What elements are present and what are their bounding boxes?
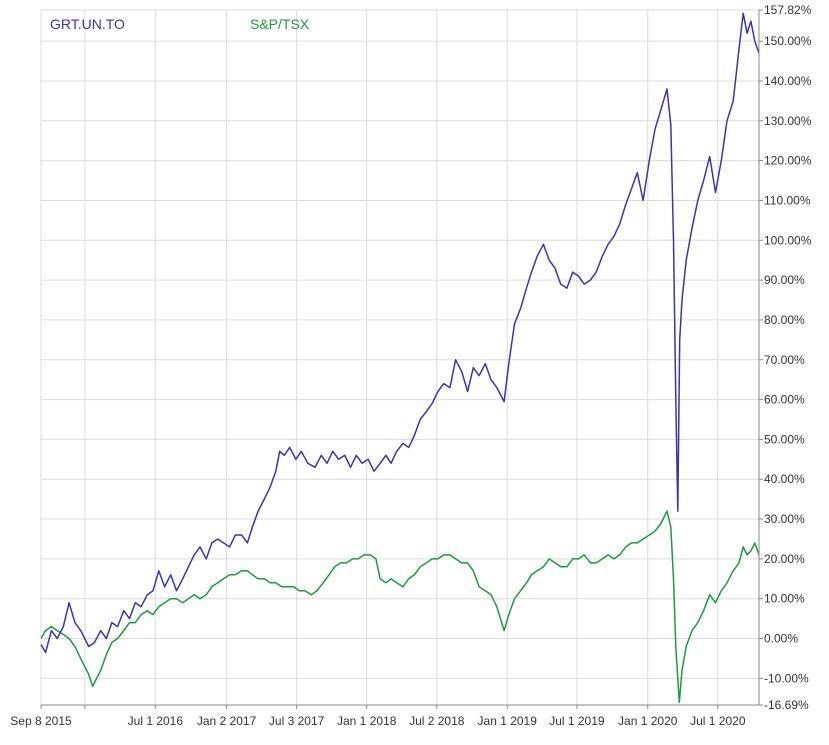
- x-tick-label: Jul 1 2016: [128, 714, 184, 728]
- y-tick-label: -10.00%: [764, 671, 809, 685]
- y-tick-label: 50.00%: [764, 432, 805, 446]
- x-tick-labels: Sep 8 2015 Jul 1 2016 Jan 2 2017 Jul 3 2017…: [10, 714, 746, 728]
- x-tick-label: Sep 8 2015: [10, 714, 72, 728]
- x-tick-label: Jan 2 2017: [197, 714, 257, 728]
- y-tick-label: 60.00%: [764, 393, 805, 407]
- y-tick-label: -16.69%: [764, 698, 809, 712]
- y-tick-label: 30.00%: [764, 512, 805, 526]
- grid-lines: [40, 9, 759, 706]
- x-tick-label: Jan 1 2018: [337, 714, 397, 728]
- y-tick-label: 100.00%: [764, 233, 812, 247]
- x-tick-label: Jan 1 2020: [618, 714, 678, 728]
- series-lines: [40, 12, 760, 704]
- y-tick-label: 0.00%: [764, 632, 798, 646]
- x-tick-label: Jul 1 2020: [690, 714, 746, 728]
- y-tick-label: 40.00%: [764, 472, 805, 486]
- y-tick-label: 120.00%: [764, 154, 812, 168]
- x-tick-label: Jul 1 2019: [549, 714, 605, 728]
- y-tick-label: 20.00%: [764, 552, 805, 566]
- legend-entry-sptsx: S&P/TSX: [250, 16, 310, 32]
- y-tick-label: 130.00%: [764, 114, 812, 128]
- series-line-grt: [40, 12, 760, 654]
- y-tick-label: 150.00%: [764, 34, 812, 48]
- y-tick-labels: 157.82% 150.00% 140.00% 130.00% 120.00% 110.0…: [764, 3, 812, 712]
- x-tick-label: Jul 3 2017: [269, 714, 325, 728]
- axes: [40, 9, 763, 709]
- series-line-sptsx: [40, 510, 760, 704]
- legend: GRT.UN.TO S&P/TSX: [50, 16, 310, 32]
- y-tick-label: 110.00%: [764, 193, 811, 207]
- y-tick-label: 157.82%: [764, 3, 812, 17]
- y-tick-label: 90.00%: [764, 273, 805, 287]
- x-tick-label: Jan 1 2019: [478, 714, 538, 728]
- y-tick-label: 70.00%: [764, 353, 805, 367]
- legend-entry-grt: GRT.UN.TO: [50, 16, 125, 32]
- y-tick-label: 140.00%: [764, 74, 812, 88]
- y-tick-label: 80.00%: [764, 313, 805, 327]
- x-tick-label: Jul 2 2018: [409, 714, 465, 728]
- y-tick-label: 10.00%: [764, 592, 805, 606]
